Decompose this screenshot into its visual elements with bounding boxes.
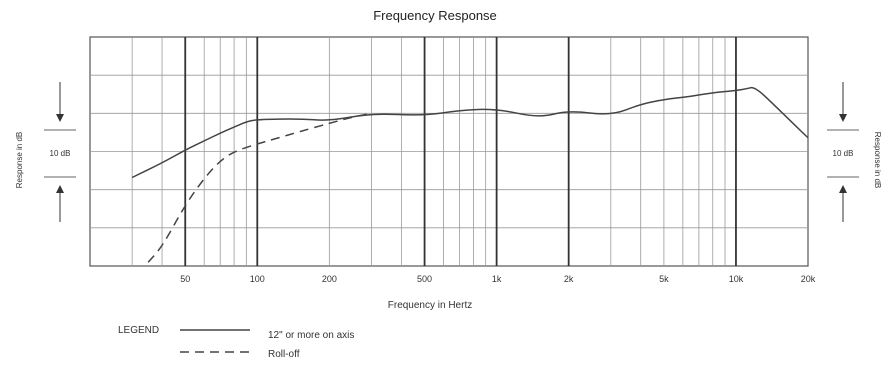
scale-label-left: 10 dB xyxy=(50,149,71,158)
x-tick-label: 10k xyxy=(729,274,744,284)
x-tick-label: 50 xyxy=(180,274,190,284)
x-tick-labels: 50 100 200 500 1k 2k 5k 10k 20k xyxy=(180,274,816,284)
series-group xyxy=(131,86,809,263)
x-tick-label: 100 xyxy=(250,274,265,284)
x-tick-label: 1k xyxy=(492,274,502,284)
x-tick-label: 2k xyxy=(564,274,574,284)
scale-indicator-right: 10 dB xyxy=(827,82,859,222)
x-axis-label: Frequency in Hertz xyxy=(388,300,472,311)
y-axis-label-left: Response in dB xyxy=(15,132,24,188)
x-tick-label: 200 xyxy=(322,274,337,284)
series-line-on-axis xyxy=(131,86,809,179)
legend-label-dashed: Roll-off xyxy=(268,349,300,360)
x-tick-label: 500 xyxy=(417,274,432,284)
y-axis-label-right: Response in dB xyxy=(873,132,882,188)
chart-title: Frequency Response xyxy=(373,8,497,23)
legend-label-solid: 12" or more on axis xyxy=(268,330,354,341)
series-line-roll-off xyxy=(147,112,372,263)
x-tick-label: 20k xyxy=(801,274,816,284)
legend: LEGEND 12" or more on axis Roll-off xyxy=(118,325,354,360)
legend-title: LEGEND xyxy=(118,325,159,336)
x-tick-label: 5k xyxy=(659,274,669,284)
scale-indicator-left: 10 dB xyxy=(44,82,76,222)
scale-label-right: 10 dB xyxy=(833,149,854,158)
chart-grid xyxy=(89,36,809,267)
